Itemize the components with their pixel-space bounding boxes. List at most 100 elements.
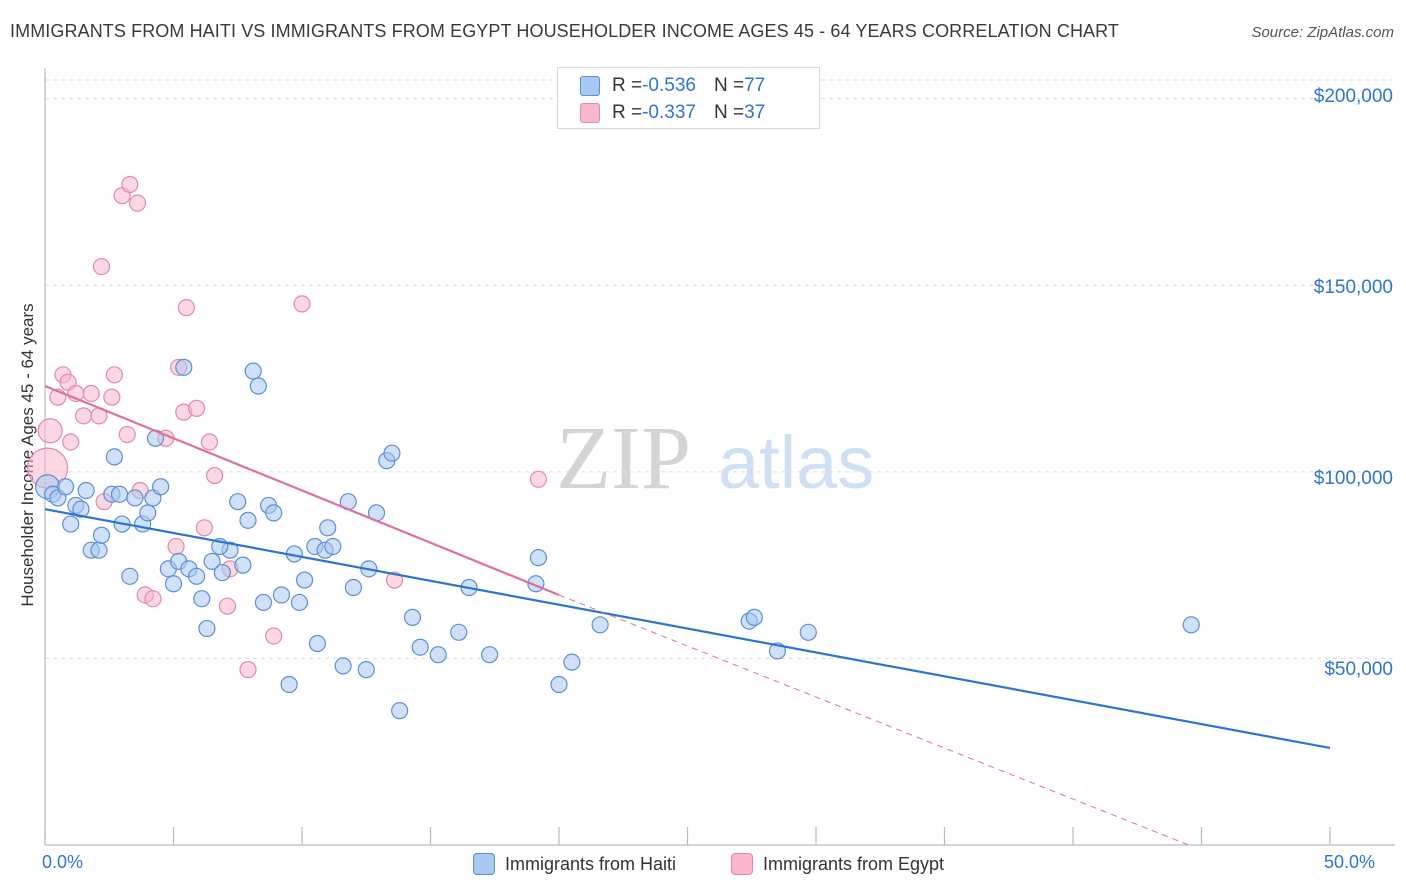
egypt-swatch <box>580 103 600 123</box>
haiti-n-label: N = <box>713 75 745 96</box>
x-tick-min: 0.0% <box>42 852 84 872</box>
egypt-point <box>105 366 123 384</box>
haiti-point <box>105 448 123 466</box>
haiti-point <box>126 489 144 507</box>
egypt-point <box>103 388 121 406</box>
legend-row-haiti: R = -0.536 N = 77 <box>580 74 765 98</box>
haiti-point <box>550 675 568 694</box>
correlation-legend: R = -0.536 N = 77 R = -0.337 N = 37 <box>557 67 820 129</box>
haiti-point <box>799 623 817 641</box>
haiti-point <box>72 500 90 518</box>
egypt-point <box>118 425 136 444</box>
egypt-point <box>188 399 206 417</box>
legend-row-egypt: R = -0.337 N = 37 <box>580 101 765 125</box>
haiti-point <box>411 638 429 656</box>
bottom-egypt-label: Immigrants from Egypt <box>763 853 945 874</box>
haiti-swatch <box>580 76 600 96</box>
haiti-point <box>344 578 362 597</box>
egypt-point <box>121 175 139 194</box>
haiti-point <box>280 675 298 694</box>
haiti-point <box>152 478 170 496</box>
haiti-point <box>203 552 221 570</box>
egypt-point <box>239 661 257 679</box>
egypt-point <box>385 571 404 589</box>
haiti-point <box>481 646 499 664</box>
chart-title: IMMIGRANTS FROM HAITI VS IMMIGRANTS FROM… <box>10 21 1120 41</box>
egypt-point <box>167 537 185 556</box>
haiti-point <box>198 619 216 638</box>
haiti-trendline <box>44 508 1331 750</box>
egypt-point <box>195 519 213 537</box>
haiti-n-value: 77 <box>744 75 766 96</box>
haiti-point <box>290 593 309 612</box>
haiti-r-value: -0.536 <box>642 75 696 96</box>
haiti-point <box>324 537 342 556</box>
egypt-point <box>293 295 311 313</box>
y-tick-200000: $200,000 <box>1313 86 1393 107</box>
haiti-point <box>403 608 422 626</box>
haiti-point <box>234 556 252 574</box>
haiti-point <box>265 504 283 522</box>
watermark-atlas: atlas <box>718 421 874 504</box>
egypt-point <box>529 470 548 488</box>
haiti-point <box>295 571 314 589</box>
haiti-point <box>745 608 763 626</box>
haiti-point <box>529 549 548 567</box>
haiti-point <box>383 444 401 462</box>
haiti-point <box>92 526 111 544</box>
egypt-point <box>37 418 63 444</box>
egypt-point <box>265 627 283 645</box>
egypt-point <box>62 433 80 451</box>
egypt-r-value: -0.337 <box>642 102 696 123</box>
haiti-r-label: R = <box>612 75 643 96</box>
bottom-egypt-swatch <box>731 853 753 875</box>
haiti-point <box>193 590 211 608</box>
x-tick-max: 50.0% <box>1324 852 1376 872</box>
egypt-point <box>177 299 195 317</box>
egypt-trendline-extension <box>558 594 1189 846</box>
egypt-point <box>128 194 147 212</box>
haiti-point <box>56 478 75 496</box>
haiti-point <box>357 661 375 679</box>
haiti-point <box>229 493 247 511</box>
haiti-point <box>563 653 581 671</box>
haiti-point <box>334 657 352 675</box>
egypt-point <box>144 590 162 608</box>
haiti-point <box>1182 616 1200 634</box>
haiti-point <box>254 593 273 612</box>
egypt-point <box>218 597 237 615</box>
bottom-legend-haiti: Immigrants from Haiti <box>473 851 676 877</box>
y-tick-150000: $150,000 <box>1313 277 1393 298</box>
egypt-point <box>82 384 100 403</box>
watermark-zip: ZIP <box>556 409 691 508</box>
haiti-point <box>391 702 409 720</box>
haiti-point <box>249 377 267 395</box>
egypt-point <box>206 466 224 485</box>
haiti-point <box>450 623 468 641</box>
haiti-point <box>272 586 291 604</box>
haiti-point <box>164 575 183 593</box>
source-credit: Source: ZipAtlas.com <box>1251 24 1394 41</box>
y-tick-100000: $100,000 <box>1313 468 1393 489</box>
bottom-legend-egypt: Immigrants from Egypt <box>731 851 944 877</box>
haiti-point <box>188 567 206 585</box>
haiti-point <box>213 563 231 582</box>
bottom-haiti-label: Immigrants from Haiti <box>505 853 677 874</box>
haiti-point <box>429 646 447 664</box>
haiti-point <box>319 519 337 537</box>
egypt-n-label: N = <box>713 102 745 123</box>
egypt-point <box>92 257 111 276</box>
haiti-point <box>244 362 262 380</box>
egypt-point <box>200 433 219 451</box>
bottom-haiti-swatch <box>473 853 495 875</box>
haiti-point <box>110 485 129 503</box>
haiti-point <box>175 358 193 376</box>
egypt-r-label: R = <box>612 102 643 123</box>
haiti-point <box>121 567 139 585</box>
haiti-point <box>239 511 257 529</box>
egypt-point <box>74 407 93 425</box>
egypt-n-value: 37 <box>744 102 766 123</box>
egypt-trendline <box>44 384 560 596</box>
haiti-point <box>139 504 157 522</box>
